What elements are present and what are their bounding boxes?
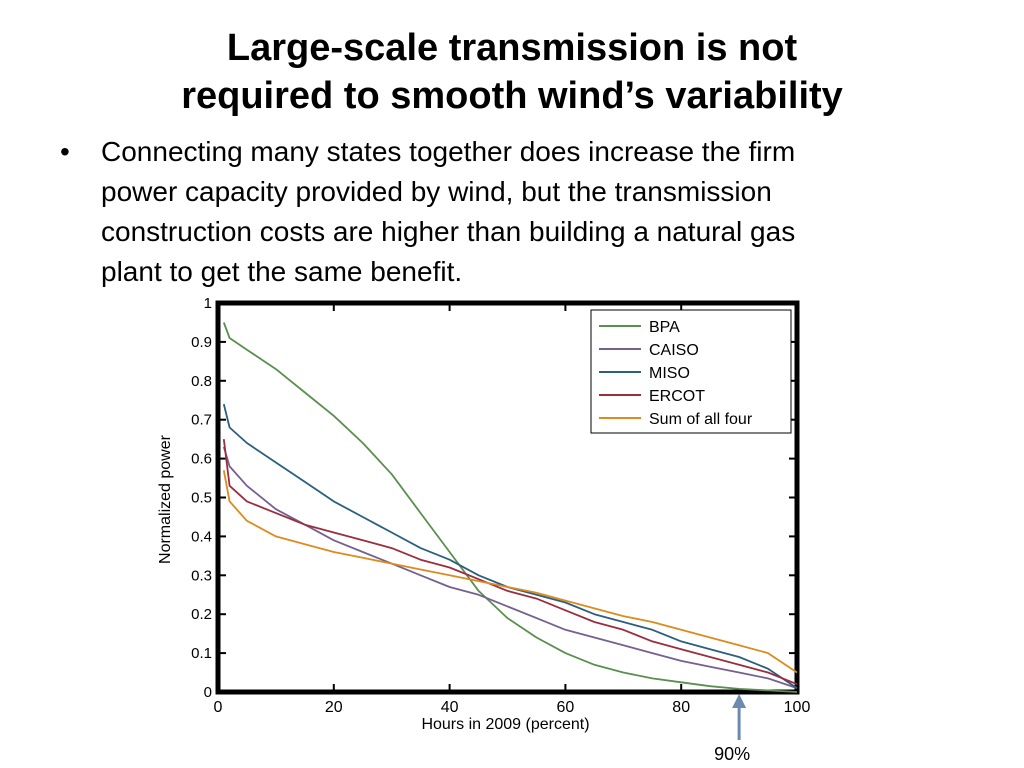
y-tick-label: 0.1 <box>191 645 212 662</box>
bullet-line-3: construction costs are higher than build… <box>101 216 796 247</box>
legend-label: BPA <box>649 319 680 336</box>
y-tick-label: 0.5 <box>191 490 212 507</box>
bullet-symbol: • <box>60 136 70 167</box>
x-tick-label: 20 <box>325 699 343 716</box>
y-tick-label: 0 <box>204 684 212 701</box>
series-line-caiso <box>222 446 798 689</box>
x-axis-label: Hours in 2009 (percent) <box>421 716 589 733</box>
x-tick-label: 0 <box>214 699 223 716</box>
x-tick-label: 80 <box>672 699 690 716</box>
x-tick-label: 40 <box>441 699 459 716</box>
series-line-miso <box>222 403 798 689</box>
series-line-sum-of-all-four <box>222 470 798 674</box>
bullet-line-4: plant to get the same benefit. <box>101 256 463 287</box>
legend-label: Sum of all four <box>649 411 753 428</box>
x-tick-label: 100 <box>784 699 811 716</box>
legend-label: ERCOT <box>649 388 705 405</box>
y-tick-label: 0.9 <box>191 334 212 351</box>
slide-title-line-1: Large-scale transmission is not <box>226 27 798 69</box>
y-tick-label: 0.8 <box>191 373 212 390</box>
annotation-label: 90% <box>714 744 750 764</box>
y-tick-label: 0.6 <box>191 451 212 468</box>
x-tick-label: 60 <box>557 699 575 716</box>
series-line-ercot <box>222 438 798 686</box>
y-tick-label: 0.3 <box>191 567 212 584</box>
slide-title-line-2: required to smooth wind’s variability <box>181 75 843 117</box>
y-axis-label: Normalized power <box>157 434 174 564</box>
bullet-line-1: Connecting many states together does inc… <box>101 136 796 167</box>
series-line-bpa <box>222 322 798 693</box>
bullet-line-2: power capacity provided by wind, but the… <box>101 176 772 207</box>
y-tick-label: 0.4 <box>191 528 212 545</box>
legend-label: CAISO <box>649 342 699 359</box>
annotation-arrow-head <box>732 694 747 708</box>
bullet-text: Connecting many states together does inc… <box>101 132 961 292</box>
slide-title: Large-scale transmission is not required… <box>0 24 1024 120</box>
y-tick-label: 0.7 <box>191 412 212 429</box>
y-tick-label: 1 <box>204 295 212 312</box>
y-tick-label: 0.2 <box>191 606 212 623</box>
legend-label: MISO <box>649 365 690 382</box>
